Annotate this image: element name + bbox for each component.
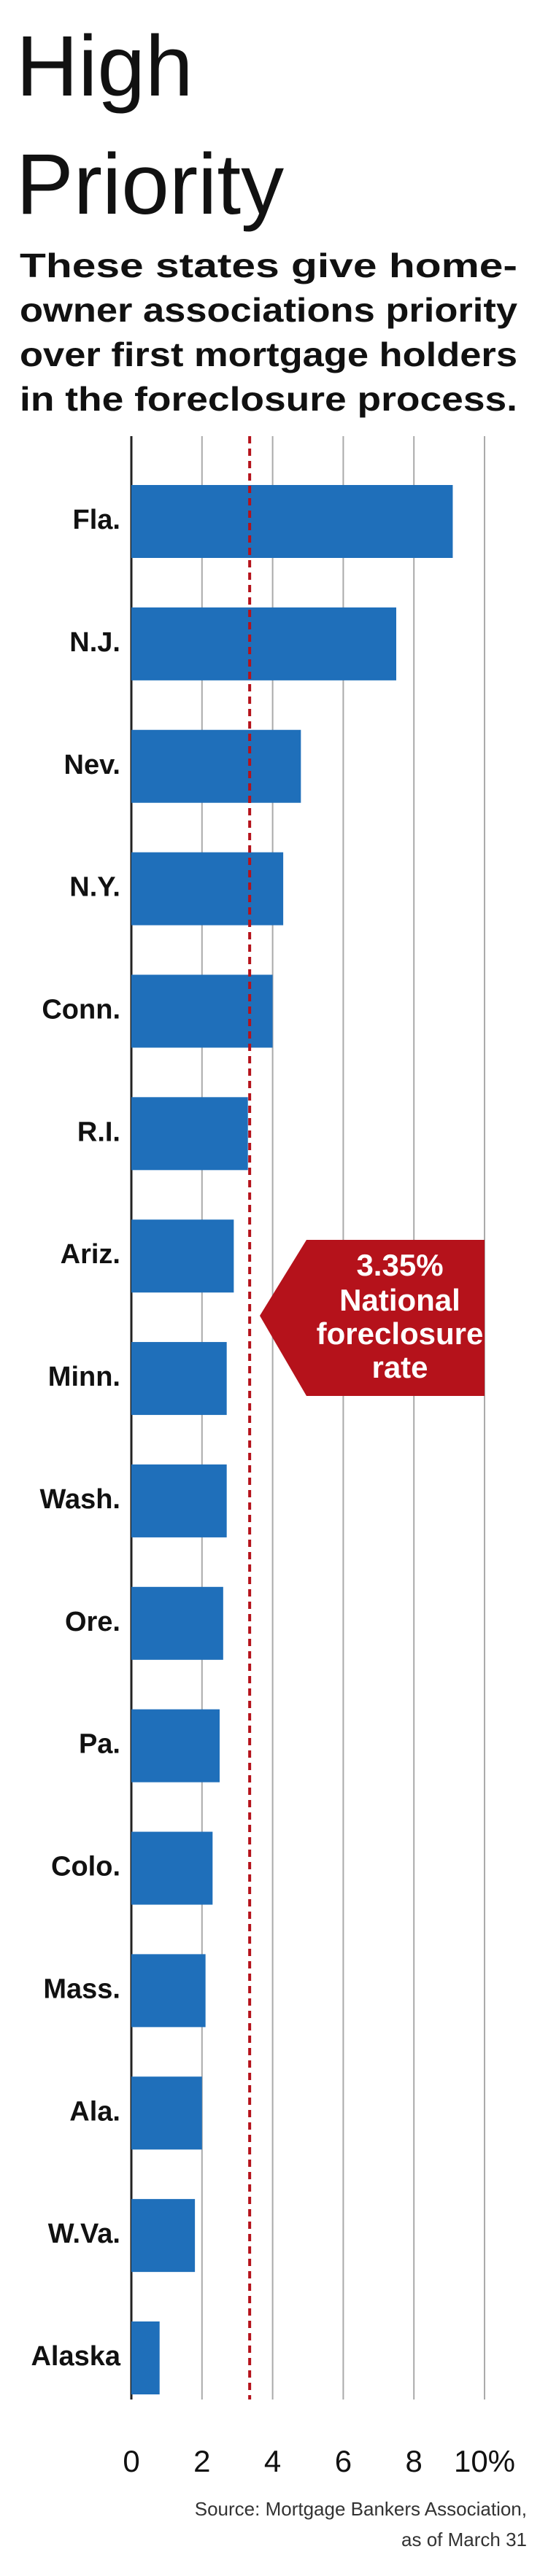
x-tick-label: 4	[264, 2444, 281, 2478]
annotation: 3.35%	[356, 1248, 443, 1282]
bar	[131, 852, 284, 926]
bar	[131, 1097, 248, 1171]
bar	[131, 2199, 196, 2273]
y-tick-label: Mass.	[43, 1974, 120, 2004]
annotation: National	[339, 1283, 460, 1317]
y-tick-label: W.Va.	[48, 2219, 120, 2249]
annotation: rate	[371, 1350, 428, 1384]
y-tick-label: Fla.	[73, 505, 120, 535]
y-tick-label: N.Y.	[69, 872, 120, 903]
source: Source: Mortgage Bankers Association,	[195, 2498, 527, 2520]
bar	[131, 974, 273, 1048]
bar	[131, 1219, 234, 1293]
y-tick-label: Colo.	[51, 1852, 120, 1882]
x-tick-label: 6	[335, 2444, 352, 2478]
x-tick-label: 0	[123, 2444, 139, 2478]
subtitle: over first mortgage holders	[20, 335, 517, 373]
y-tick-label: Nev.	[64, 750, 120, 780]
y-tick-label: R.I.	[77, 1117, 120, 1147]
annotation-arrow	[260, 1240, 485, 1396]
bar	[131, 607, 396, 680]
x-tick-label: 2	[193, 2444, 210, 2478]
bar	[131, 1954, 206, 2028]
y-tick-label: Pa.	[79, 1729, 120, 1760]
y-tick-label: Conn.	[42, 994, 120, 1025]
y-tick-label: Ariz.	[61, 1239, 120, 1270]
chart-title: Priority	[16, 136, 284, 233]
bar	[131, 1831, 213, 1905]
subtitle: in the foreclosure process.	[20, 380, 517, 418]
y-tick-label: Alaska	[31, 2341, 120, 2372]
bar	[131, 1586, 223, 1660]
bar	[131, 729, 301, 803]
y-tick-label: Ala.	[69, 2096, 120, 2127]
bar	[131, 2321, 160, 2394]
x-tick-label: 10%	[454, 2444, 515, 2478]
bar	[131, 485, 453, 558]
y-tick-label: Ore.	[65, 1607, 120, 1637]
chart-title: High	[16, 18, 193, 115]
bar	[131, 1342, 227, 1416]
y-tick-label: Minn.	[48, 1362, 120, 1392]
bar	[131, 1464, 227, 1537]
subtitle: These states give home-	[20, 247, 517, 284]
y-tick-label: N.J.	[69, 627, 120, 658]
source: as of March 31	[401, 2529, 527, 2550]
bar	[131, 2076, 202, 2150]
annotation: foreclosure	[317, 1316, 484, 1351]
subtitle: owner associations priority	[20, 291, 517, 329]
y-tick-label: Wash.	[40, 1484, 121, 1515]
bar	[131, 1709, 220, 1782]
x-tick-label: 8	[406, 2444, 423, 2478]
